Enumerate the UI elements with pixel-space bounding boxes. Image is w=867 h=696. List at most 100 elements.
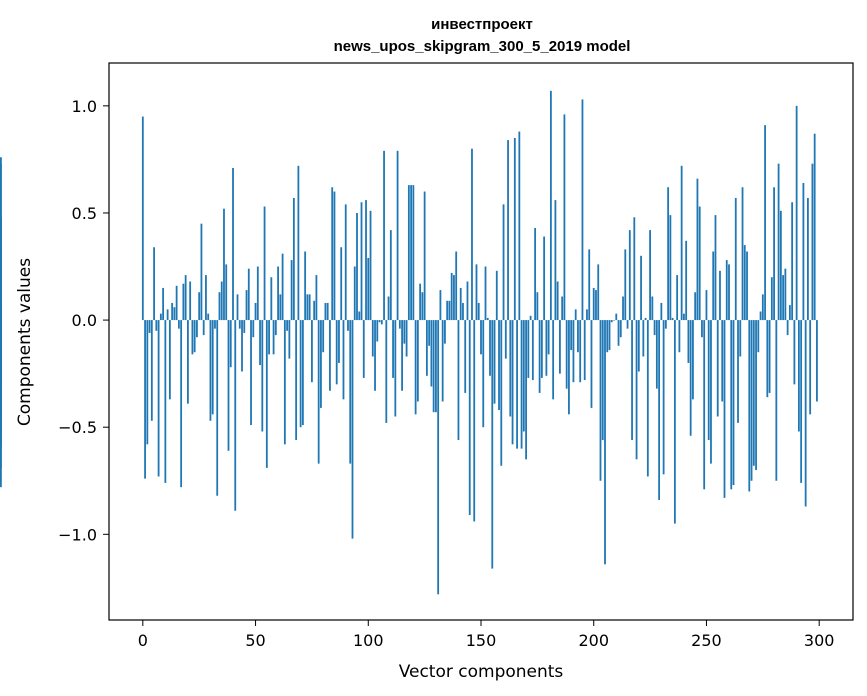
bar-79 (320, 320, 322, 408)
bar-193 (577, 320, 579, 353)
bar-181 (549, 90, 552, 321)
bar-121 (414, 320, 417, 415)
bar-9 (162, 287, 165, 321)
bar-252 (710, 320, 712, 464)
x-tick-label: 200 (578, 631, 609, 650)
bar-178 (543, 236, 546, 321)
bar-58 (272, 320, 275, 355)
bar-122 (416, 320, 419, 402)
bar-260 (728, 264, 730, 321)
x-tick-label: 100 (353, 631, 384, 650)
bar-272 (755, 320, 757, 471)
bar-127 (428, 320, 431, 346)
bar-21 (189, 281, 192, 321)
bar-14 (173, 307, 176, 321)
bar-197 (586, 309, 588, 321)
bar-273 (757, 320, 760, 353)
bar-214 (624, 249, 627, 321)
bar-138 (453, 275, 455, 321)
bar-251 (707, 320, 710, 441)
bar-133 (441, 320, 444, 402)
bar-55 (265, 320, 268, 468)
bar-110 (389, 230, 392, 321)
bar-94 (353, 266, 356, 321)
bar-261 (730, 320, 733, 490)
bar-97 (360, 202, 363, 321)
bar-7 (157, 320, 160, 477)
bar-107 (383, 150, 385, 321)
bar-220 (637, 320, 640, 372)
bar-78 (317, 320, 320, 464)
bar-271 (752, 320, 755, 466)
bar-71 (301, 320, 304, 426)
bar-40 (232, 167, 234, 321)
bar-299 (816, 320, 818, 402)
x-tick-label: 50 (245, 631, 265, 650)
bar-undefined (0, 320, 2, 468)
bar-202 (597, 264, 600, 321)
bar-183 (554, 200, 557, 321)
bar-297 (811, 163, 814, 321)
bar-129 (432, 320, 435, 413)
bar-266 (741, 187, 744, 321)
bar-96 (358, 311, 361, 321)
bar-104 (376, 320, 379, 342)
bar-239 (680, 165, 683, 321)
bar-148 (475, 264, 478, 321)
bar-86 (335, 320, 338, 385)
bar-238 (678, 320, 681, 353)
bar-187 (563, 114, 566, 321)
bar-112 (394, 320, 397, 417)
bar-169 (522, 320, 525, 432)
bar-84 (331, 187, 334, 321)
bar-59 (274, 320, 277, 336)
bar-30 (209, 320, 212, 421)
bar-249 (703, 320, 706, 490)
bar-270 (750, 320, 753, 481)
bar-39 (229, 320, 232, 368)
bar-142 (462, 302, 464, 321)
bar-37 (225, 264, 228, 321)
bar-65 (288, 320, 291, 359)
bar-111 (392, 320, 394, 378)
bar-206 (606, 320, 609, 353)
bar-228 (655, 320, 658, 389)
bar-46 (245, 290, 248, 321)
bar-160 (502, 204, 505, 321)
y-tick-label: 0.0 (72, 311, 97, 330)
bar-219 (635, 320, 638, 460)
bar-164 (511, 320, 514, 445)
bar-253 (712, 251, 715, 321)
bar-226 (651, 296, 654, 321)
bar-92 (349, 320, 352, 464)
bar-179 (545, 320, 548, 376)
bar-292 (800, 320, 803, 483)
bar-296 (809, 320, 812, 415)
x-tick-label: 150 (466, 631, 497, 650)
bar-56 (268, 320, 270, 355)
bar-263 (734, 197, 737, 321)
bar-278 (768, 320, 771, 393)
bar-244 (692, 320, 694, 400)
bar-70 (299, 320, 302, 428)
bar-211 (617, 320, 620, 346)
bar-69 (297, 165, 300, 321)
bar-242 (687, 320, 690, 363)
bar-145 (468, 320, 471, 516)
bar-298 (813, 133, 816, 321)
bar-280 (773, 187, 775, 321)
bar-203 (599, 320, 602, 481)
bar-118 (407, 185, 410, 321)
bar-28 (205, 275, 207, 321)
bar-287 (788, 305, 791, 321)
bar-217 (631, 320, 633, 441)
bar-279 (770, 277, 773, 321)
bar-48 (250, 320, 252, 426)
bar-165 (513, 137, 516, 321)
bar-200 (592, 287, 595, 321)
bar-126 (425, 320, 428, 376)
bar-250 (705, 290, 708, 321)
bar-101 (369, 210, 372, 321)
bar-235 (671, 317, 674, 321)
bar-223 (644, 317, 647, 321)
